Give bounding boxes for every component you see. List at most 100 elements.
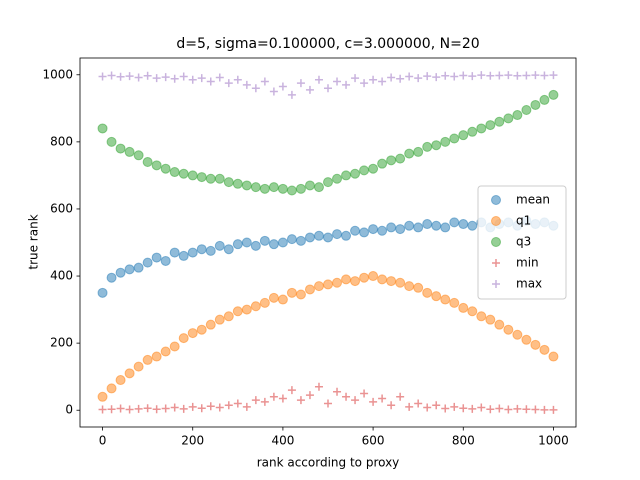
- plus-marker: [314, 75, 323, 84]
- circle-marker: [395, 277, 406, 288]
- plus-marker: [441, 71, 450, 80]
- x-axis-label: rank according to proxy: [257, 456, 400, 470]
- circle-marker: [467, 306, 478, 317]
- circle-marker: [142, 156, 153, 167]
- plus-marker: [107, 71, 116, 80]
- plus-marker: [197, 74, 206, 83]
- circle-marker: [223, 311, 234, 322]
- circle-marker: [115, 143, 126, 154]
- circle-marker: [467, 220, 478, 231]
- plus-marker: [549, 71, 558, 80]
- circle-marker: [341, 170, 352, 181]
- circle-marker: [106, 272, 117, 283]
- circle-marker: [313, 230, 324, 241]
- circle-marker: [476, 123, 487, 134]
- circle-marker: [485, 314, 496, 325]
- circle-marker: [241, 180, 252, 191]
- circle-marker: [232, 306, 243, 317]
- circle-marker: [467, 126, 478, 137]
- circle-marker: [151, 252, 162, 263]
- plus-marker: [170, 403, 179, 412]
- plus-marker: [477, 403, 486, 412]
- plus-marker: [206, 402, 215, 411]
- plus-marker: [242, 80, 251, 89]
- circle-marker: [395, 153, 406, 164]
- plus-marker: [378, 394, 387, 403]
- plus-marker: [287, 90, 296, 99]
- circle-marker: [178, 333, 189, 344]
- plus-marker: [116, 404, 125, 413]
- circle-marker: [458, 219, 469, 230]
- y-tick-label: 1000: [42, 67, 73, 81]
- plus-marker: [531, 71, 540, 80]
- plus-marker: [278, 394, 287, 403]
- circle-marker: [115, 267, 126, 278]
- circle-marker: [494, 319, 505, 330]
- circle-marker: [404, 148, 415, 159]
- circle-marker: [512, 110, 523, 121]
- circle-marker: [350, 168, 361, 179]
- circle-marker: [377, 225, 388, 236]
- circle-marker: [341, 274, 352, 285]
- circle-marker: [259, 297, 270, 308]
- circle-marker: [304, 232, 315, 243]
- circle-marker: [214, 173, 225, 184]
- plus-marker: [278, 82, 287, 91]
- legend-label: min: [516, 256, 539, 270]
- plus-marker: [378, 77, 387, 86]
- plus-marker: [224, 401, 233, 410]
- plus-marker: [98, 72, 107, 81]
- circle-marker: [214, 314, 225, 325]
- plus-marker: [513, 71, 522, 80]
- legend-label: q3: [516, 235, 531, 249]
- circle-marker: [205, 245, 216, 256]
- circle-marker: [332, 277, 343, 288]
- y-tick-label: 800: [50, 134, 73, 148]
- circle-marker: [142, 257, 153, 268]
- circle-marker: [169, 247, 180, 258]
- circle-marker: [521, 334, 532, 345]
- circle-marker: [530, 339, 541, 350]
- circle-marker: [503, 113, 514, 124]
- circle-marker: [277, 237, 288, 248]
- x-tick-label: 1000: [538, 434, 569, 448]
- plus-marker: [224, 79, 233, 88]
- circle-marker: [530, 99, 541, 110]
- x-tick-label: 400: [271, 434, 294, 448]
- plus-marker: [116, 72, 125, 81]
- plus-marker: [432, 401, 441, 410]
- circle-marker: [232, 239, 243, 250]
- plus-marker: [251, 396, 260, 405]
- plus-marker: [492, 259, 500, 267]
- circle-marker: [368, 271, 379, 282]
- circle-marker: [368, 163, 379, 174]
- chart-title: d=5, sigma=0.100000, c=3.000000, N=20: [176, 36, 479, 52]
- plus-marker: [360, 79, 369, 88]
- legend-label: mean: [516, 193, 550, 207]
- circle-marker: [124, 368, 135, 379]
- plus-marker: [405, 72, 414, 81]
- plus-marker: [360, 389, 369, 398]
- plus-marker: [468, 404, 477, 413]
- circle-marker: [268, 239, 279, 250]
- plus-marker: [396, 74, 405, 83]
- circle-marker: [286, 287, 297, 298]
- plus-marker: [504, 405, 513, 414]
- plus-marker: [197, 404, 206, 413]
- circle-marker: [160, 163, 171, 174]
- plus-marker: [522, 405, 531, 414]
- plus-marker: [170, 74, 179, 83]
- plus-marker: [324, 84, 332, 93]
- circle-marker: [250, 240, 261, 251]
- circle-marker: [431, 220, 442, 231]
- circle-marker: [286, 185, 297, 196]
- plus-marker: [305, 85, 314, 94]
- circle-marker: [133, 262, 144, 273]
- plus-marker: [251, 84, 260, 93]
- circle-marker: [196, 172, 207, 183]
- circle-marker: [431, 291, 442, 302]
- circle-marker: [277, 183, 288, 194]
- circle-marker: [359, 227, 370, 238]
- plus-marker: [143, 71, 152, 80]
- circle-marker: [151, 351, 162, 362]
